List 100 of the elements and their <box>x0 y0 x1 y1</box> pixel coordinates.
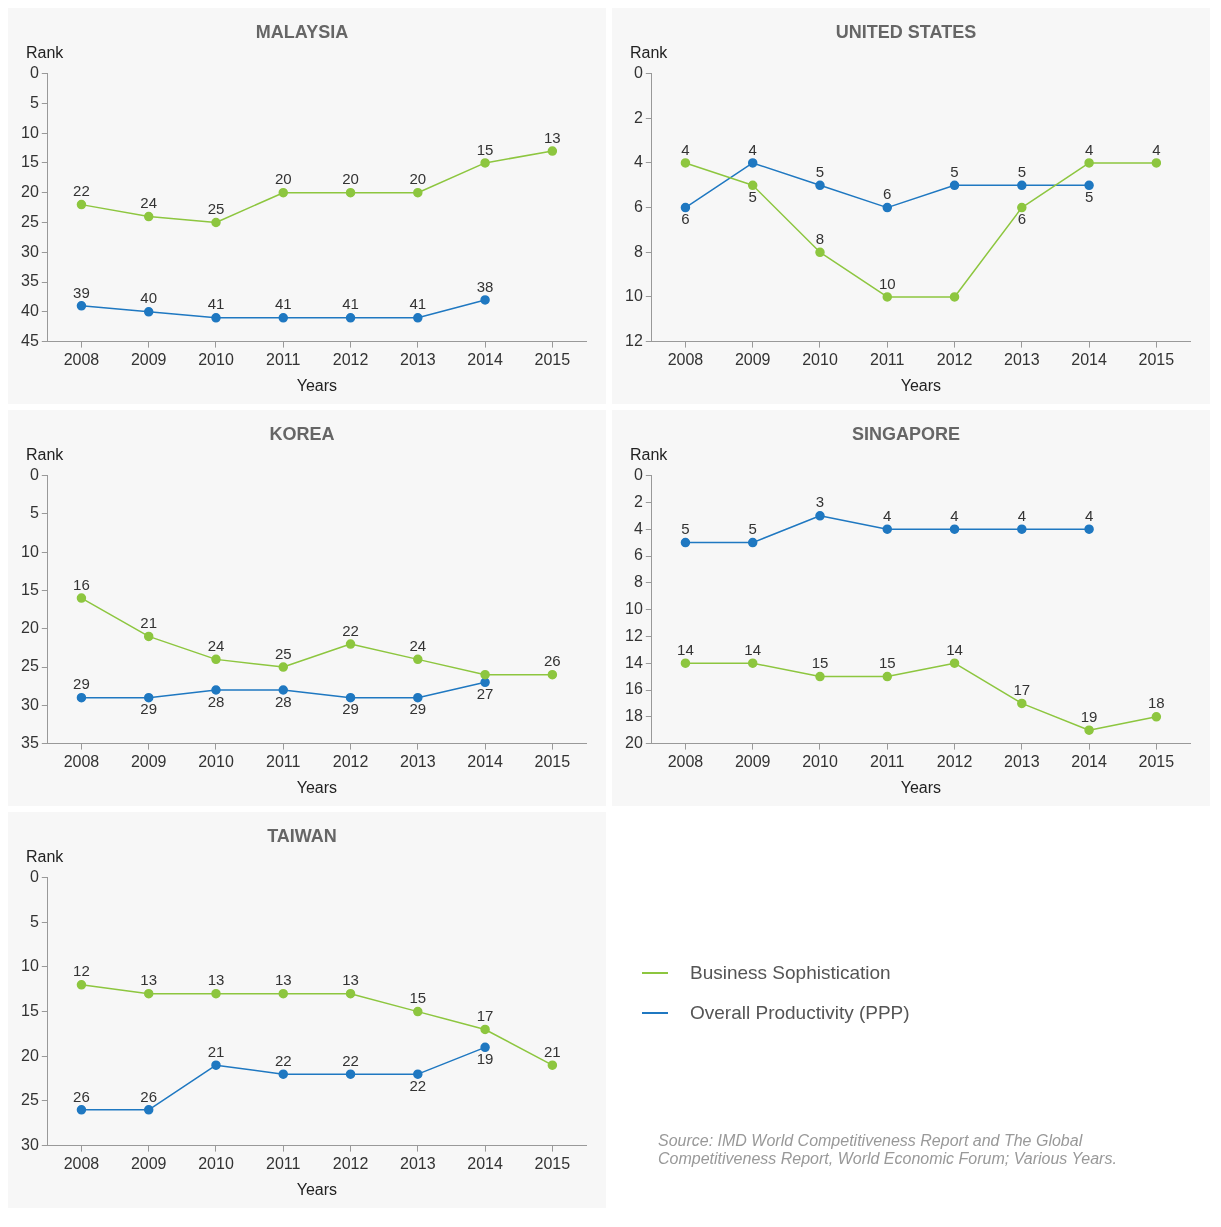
point <box>413 1006 423 1017</box>
y-tick-label: 30 <box>21 242 39 260</box>
point <box>143 211 154 222</box>
data-label: 4 <box>883 506 892 524</box>
point <box>278 187 289 198</box>
x-tick-label: 2012 <box>332 350 369 368</box>
y-tick-label: 2 <box>633 492 643 510</box>
point <box>480 669 490 680</box>
y-tick-label: 5 <box>29 912 39 930</box>
x-tick-label: 2011 <box>266 1154 301 1172</box>
y-tick-label: 25 <box>21 657 39 675</box>
data-label: 4 <box>950 506 959 524</box>
point <box>345 988 356 999</box>
x-tick-label: 2010 <box>802 752 838 770</box>
point <box>882 671 893 682</box>
data-label: 13 <box>274 971 292 989</box>
x-tick-label: 2011 <box>266 752 301 770</box>
point <box>1017 202 1027 213</box>
y-tick-label: 20 <box>21 619 39 637</box>
data-label: 40 <box>140 289 158 307</box>
y-tick-label: 10 <box>21 123 39 141</box>
x-tick-label: 2009 <box>734 350 771 368</box>
data-label: 22 <box>342 621 359 639</box>
data-label: 29 <box>342 700 359 718</box>
point <box>278 685 289 695</box>
x-axis-title: Years <box>900 376 942 394</box>
x-tick-label: 2014 <box>467 752 503 770</box>
point <box>413 692 423 703</box>
data-label: 17 <box>1013 681 1031 699</box>
point <box>413 313 423 323</box>
data-label: 19 <box>1080 707 1098 725</box>
y-tick-label: 25 <box>21 212 39 230</box>
point <box>547 1060 558 1070</box>
point <box>211 313 221 323</box>
y-tick-label: 0 <box>29 868 39 886</box>
point <box>949 180 960 191</box>
y-tick-label: 30 <box>21 1136 39 1154</box>
x-tick-label: 2014 <box>467 1154 503 1172</box>
data-label: 4 <box>681 140 690 158</box>
x-axis-title: Years <box>296 1180 338 1198</box>
data-label: 38 <box>476 277 494 295</box>
x-tick-label: 2011 <box>870 350 905 368</box>
data-label: 17 <box>476 1007 494 1025</box>
x-tick-label: 2009 <box>130 350 167 368</box>
y-tick-label: 6 <box>633 546 643 564</box>
x-axis-title: Years <box>296 376 338 394</box>
data-label: 29 <box>140 700 158 718</box>
y-tick-label: 4 <box>633 519 643 537</box>
point <box>680 158 691 168</box>
x-tick-label: 2010 <box>198 752 234 770</box>
point <box>480 677 490 688</box>
x-tick-label: 2013 <box>1004 350 1040 368</box>
chart-title: MALAYSIA <box>255 21 349 42</box>
point <box>211 685 221 695</box>
data-label: 13 <box>207 971 225 989</box>
point <box>1151 158 1162 168</box>
point <box>211 217 221 228</box>
y-tick-label: 10 <box>21 957 39 975</box>
point <box>1017 524 1027 534</box>
y-tick-label: 14 <box>625 653 643 671</box>
data-label: 14 <box>946 640 963 658</box>
y-tick-label: 15 <box>21 1002 39 1020</box>
data-label: 5 <box>950 162 959 180</box>
point <box>480 1024 490 1035</box>
point <box>815 180 825 191</box>
y-tick-label: 5 <box>29 93 39 111</box>
y-tick-label: 0 <box>633 466 643 484</box>
y-tick-label: 0 <box>633 64 643 82</box>
data-label: 13 <box>140 971 158 989</box>
point <box>345 1069 356 1079</box>
data-label: 29 <box>409 700 427 718</box>
data-label: 41 <box>342 295 359 313</box>
y-tick-label: 15 <box>21 580 39 598</box>
y-tick-label: 35 <box>21 734 39 752</box>
point <box>413 187 423 198</box>
data-label: 20 <box>274 170 292 188</box>
data-label: 5 <box>1084 187 1094 205</box>
x-tick-label: 2014 <box>1071 752 1107 770</box>
y-tick-label: 45 <box>21 332 39 350</box>
point <box>345 187 356 198</box>
data-label: 24 <box>207 637 225 655</box>
point <box>76 593 87 603</box>
x-tick-label: 2008 <box>63 350 100 368</box>
y-tick-label: 18 <box>625 707 643 725</box>
point <box>413 654 423 665</box>
x-tick-label: 2008 <box>63 1154 100 1172</box>
point <box>1017 180 1027 191</box>
point <box>345 692 356 703</box>
point <box>211 988 221 999</box>
y-tick-label: 10 <box>21 542 39 560</box>
x-tick-label: 2008 <box>63 752 100 770</box>
point <box>815 247 825 258</box>
data-label: 8 <box>815 229 825 247</box>
y-tick-label: 12 <box>625 332 643 350</box>
data-label: 21 <box>544 1042 561 1060</box>
source-note: Source: IMD World Competitiveness Report and The Global Competitiveness Report, World Economic Forum; Various Years. <box>658 1132 1118 1168</box>
point <box>747 658 758 668</box>
data-label: 3 <box>815 493 825 511</box>
data-label: 39 <box>73 283 90 301</box>
chart-title: KOREA <box>269 423 335 444</box>
